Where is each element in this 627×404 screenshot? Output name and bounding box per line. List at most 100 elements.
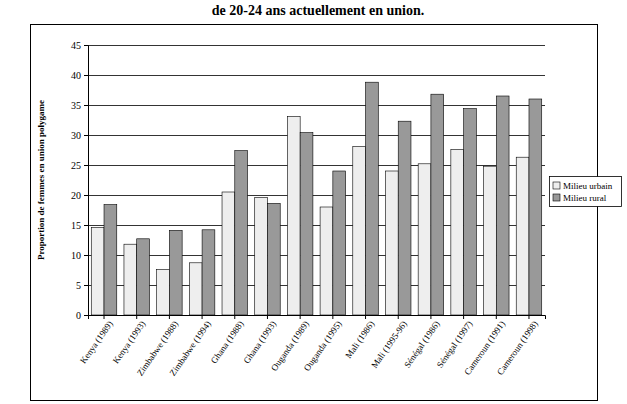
y-tick-label: 10 [71,250,81,261]
title: de 20-24 ans actuellement en union. [212,3,424,18]
bar [529,99,542,315]
y-axis-title: Proportion de femmes en union polygame [36,100,46,260]
legend: Milieu urbain Milieu rural [550,177,622,207]
x-tick-mark [430,315,431,319]
bar [366,82,379,315]
x-tick: Ghana (1993) [242,315,279,365]
x-tick-mark [202,315,203,319]
y-tick-label: 5 [76,280,81,291]
bar [222,192,235,315]
x-tick-mark [136,315,137,319]
y-axis-line [84,46,89,316]
y-tick: 45 [71,40,88,51]
bar [267,203,280,315]
x-tick: Ouganda (1995) [302,315,344,373]
bar [137,239,150,315]
y-tick: 15 [71,220,88,231]
bar [189,263,202,315]
x-tick-label: Ghana (1993) [242,319,279,365]
x-tick-label: Ghana (1988) [209,319,246,365]
bar [451,149,464,315]
legend-swatch [553,182,560,189]
legend-label: Milieu rural [563,193,607,203]
x-tick-mark [332,315,333,319]
y-tick-mark [84,225,88,226]
chart-frame [31,25,598,401]
bar [91,227,104,315]
bar [255,197,268,315]
x-tick-mark [104,315,105,319]
y-tick-mark [84,315,88,316]
x-tick-mark [169,315,170,319]
y-tick: 0 [76,310,88,321]
x-tick-label: Ouganda (1995) [302,319,344,373]
y-tick: 30 [71,130,88,141]
y-tick-label: 45 [71,40,81,51]
y-tick-mark [84,105,88,106]
bar [496,96,509,315]
bar [169,230,182,315]
bar [202,230,215,315]
x-tick-label: Kenya (1993) [111,319,148,365]
bar [333,171,346,315]
x-tick: Ghana (1988) [209,315,246,365]
y-tick-mark [84,195,88,196]
legend-swatch [553,194,560,201]
y-tick-label: 0 [76,310,81,321]
x-tick-mark [398,315,399,319]
chart: de 20-24 ans actuellement en union. 0 5 10 1… [0,0,627,404]
bar [385,171,398,315]
x-tick: Kenya (1989) [78,315,115,365]
x-axis: Kenya (1989)Kenya (1993)Zimbabwe (1988)Z… [78,315,545,378]
x-tick: Kenya (1993) [111,315,148,365]
x-tick-mark [496,315,497,319]
y-tick-mark [84,285,88,286]
legend-label: Milieu urbain [563,181,613,191]
y-tick-label: 25 [71,160,81,171]
y-tick-label: 20 [71,190,81,201]
y-tick: 10 [71,250,88,261]
bar [516,157,529,315]
bar [484,166,497,315]
bar [398,121,411,315]
y-tick-mark [84,255,88,256]
x-tick: Cameroun (1998) [495,315,540,377]
x-axis-line [89,316,546,320]
grid-line [88,105,545,106]
y-axis: 0 5 10 15 20 25 30 35 40 45 [71,40,89,321]
bar [353,146,366,315]
bar [124,244,137,315]
grid-line [88,45,545,46]
x-tick-mark [267,315,268,319]
x-tick-mark [365,315,366,319]
y-tick-mark [84,135,88,136]
y-tick-label: 30 [71,130,81,141]
bar [104,205,117,315]
y-tick: 25 [71,160,88,171]
bar [157,269,170,315]
x-tick-mark [234,315,235,319]
bar [287,116,300,315]
x-tick: Mali (1986) [343,315,376,360]
x-tick-label: Kenya (1989) [78,319,115,365]
x-tick: Zimbabwe (1994) [168,315,213,378]
bars [91,82,541,315]
x-tick-label: Zimbabwe (1994) [168,319,213,378]
y-tick: 35 [71,100,88,111]
y-tick-mark [84,45,88,46]
x-tick-mark [300,315,301,319]
bar [464,109,477,315]
y-tick-label: 40 [71,70,81,81]
y-tick: 5 [76,280,88,291]
y-tick-mark [84,75,88,76]
x-tick-mark [528,315,529,319]
bar [418,164,431,315]
bar [300,133,313,315]
y-tick-label: 15 [71,220,81,231]
grid-line [88,75,545,76]
grid [88,46,545,316]
bar [235,151,248,315]
legend-box [550,177,622,207]
x-tick-label: Mali (1986) [343,319,376,360]
y-tick: 20 [71,190,88,201]
